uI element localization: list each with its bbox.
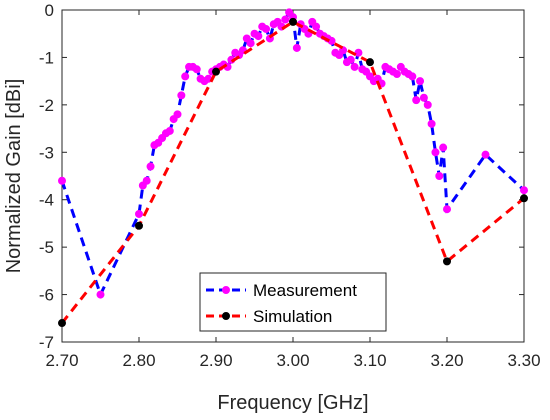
data-point-measurement	[481, 150, 490, 159]
data-point-measurement	[58, 176, 66, 185]
series-layer	[58, 8, 528, 328]
y-tick-label: -5	[39, 238, 54, 257]
y-tick-label: -7	[39, 333, 54, 352]
x-tick-label: 2.70	[45, 351, 78, 370]
data-point-measurement	[165, 126, 174, 135]
series-simulation	[58, 17, 528, 328]
data-point-measurement	[354, 48, 363, 57]
legend-simulation-label: Simulation	[253, 307, 332, 326]
data-point-simulation	[443, 257, 451, 266]
data-point-measurement	[135, 209, 143, 218]
data-point-simulation	[289, 17, 297, 26]
data-point-measurement	[439, 143, 448, 152]
x-tick-label: 3.30	[507, 351, 540, 370]
data-point-measurement	[431, 148, 440, 157]
data-point-simulation	[366, 58, 374, 67]
data-point-measurement	[192, 65, 201, 74]
data-point-measurement	[423, 100, 432, 109]
data-point-measurement	[412, 96, 421, 105]
data-point-measurement	[346, 55, 355, 64]
data-point-measurement	[350, 62, 359, 71]
y-tick-label: -4	[39, 191, 54, 210]
axis-ticks: 2.70 2.80 2.90 3.00 3.10 3.20 3.30 0 -1 -2 -3 -4 -5 -…	[39, 1, 541, 370]
data-point-simulation	[520, 194, 528, 203]
y-tick-label: -3	[39, 143, 54, 162]
legend-measurement-label: Measurement	[253, 281, 357, 300]
data-point-measurement	[419, 93, 428, 102]
x-tick-label: 3.20	[430, 351, 463, 370]
y-tick-label: -6	[39, 286, 54, 305]
y-tick-label: 0	[45, 1, 54, 20]
data-point-measurement	[443, 205, 451, 214]
data-point-measurement	[146, 162, 155, 171]
data-point-measurement	[281, 15, 290, 24]
x-axis-title: Frequency [GHz]	[217, 392, 368, 414]
data-point-measurement	[96, 290, 105, 299]
data-point-measurement	[520, 186, 528, 195]
legend-measurement-marker	[222, 286, 230, 294]
legend: Measurement Simulation	[199, 272, 387, 332]
data-point-measurement	[181, 72, 190, 81]
x-tick-label: 2.80	[122, 351, 155, 370]
y-axis-title: Normalized Gain [dBi]	[3, 79, 25, 274]
data-point-measurement	[312, 22, 321, 31]
y-tick-label: -1	[39, 48, 54, 67]
data-point-measurement	[416, 77, 425, 86]
x-tick-label: 3.10	[353, 351, 386, 370]
data-point-measurement	[435, 172, 444, 180]
data-point-measurement	[392, 70, 401, 79]
data-point-measurement	[262, 24, 271, 33]
data-point-simulation	[212, 67, 220, 76]
data-point-measurement	[173, 110, 182, 119]
data-point-measurement	[408, 72, 417, 81]
x-tick-label: 3.00	[276, 351, 309, 370]
data-point-simulation	[58, 319, 66, 328]
data-point-simulation	[135, 221, 143, 230]
legend-simulation-marker	[222, 312, 230, 320]
data-point-measurement	[254, 32, 263, 41]
data-point-measurement	[246, 39, 255, 48]
data-point-measurement	[142, 176, 151, 185]
x-tick-label: 2.90	[199, 351, 232, 370]
data-point-measurement	[292, 43, 301, 52]
data-point-measurement	[427, 119, 436, 128]
data-point-measurement	[177, 91, 186, 100]
legend-box	[199, 272, 387, 332]
y-tick-label: -2	[39, 96, 54, 115]
